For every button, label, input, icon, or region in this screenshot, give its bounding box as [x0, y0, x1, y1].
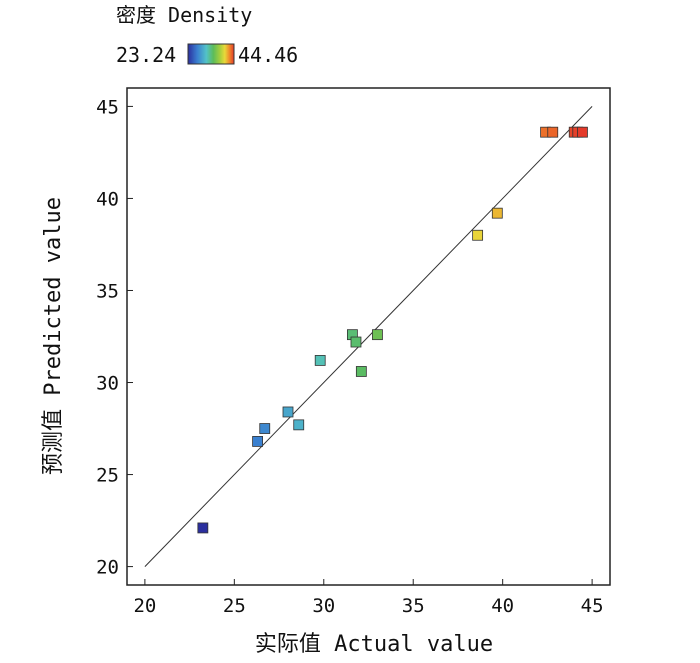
data-point: [372, 329, 383, 341]
reference-line: [144, 106, 593, 567]
data-point: [350, 336, 362, 348]
legend-max-label: 44.46: [238, 43, 298, 67]
legend: 密度 Density 23.24 44.46: [116, 3, 298, 67]
x-tick-label: 40: [491, 595, 514, 617]
x-tick-label: 35: [402, 595, 425, 617]
legend-title: 密度 Density: [116, 3, 252, 27]
data-points: [197, 126, 588, 534]
data-point: [252, 436, 263, 447]
plot-frame: [126, 87, 611, 586]
y-tick-label: 45: [96, 96, 119, 118]
data-point: [577, 126, 588, 138]
x-tick-label: 45: [581, 595, 604, 617]
x-axis: 20 25 30 35 40 45: [133, 579, 604, 617]
y-tick-label: 35: [96, 280, 119, 302]
y-tick-label: 30: [96, 373, 119, 395]
data-point: [197, 522, 209, 534]
x-axis-title: 实际值 Actual value: [255, 632, 493, 657]
x-tick-label: 25: [223, 595, 246, 617]
legend-min-label: 23.24: [116, 43, 176, 67]
y-tick-label: 40: [96, 188, 119, 210]
y-tick-label: 20: [96, 557, 119, 579]
data-point: [282, 406, 294, 418]
data-point: [259, 423, 271, 434]
data-point: [293, 419, 305, 431]
y-axis-title: 预测值 Predicted value: [41, 197, 66, 475]
data-point: [472, 229, 484, 241]
x-tick-label: 20: [133, 595, 156, 617]
data-point: [491, 207, 503, 219]
legend-color-bar: [187, 43, 235, 65]
y-tick-label: 25: [96, 465, 119, 487]
data-point: [314, 355, 326, 366]
x-tick-label: 30: [312, 595, 335, 617]
data-point: [355, 366, 367, 377]
data-point: [547, 126, 559, 138]
y-axis: 20 25 30 35 40 45: [96, 96, 133, 579]
